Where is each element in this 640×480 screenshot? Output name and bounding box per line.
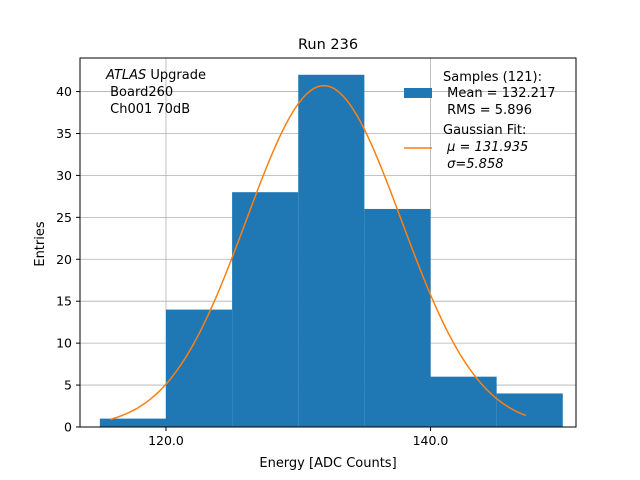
x-axis-label: Energy [ADC Counts] bbox=[259, 456, 396, 471]
histogram-bar bbox=[298, 74, 365, 427]
y-tick-label: 20 bbox=[56, 252, 72, 267]
y-tick-label: 40 bbox=[56, 84, 72, 99]
histogram-bar bbox=[165, 309, 233, 427]
legend-fit-sigma: σ=5.858 bbox=[443, 157, 503, 172]
y-axis-ticks: 0 5 10 15 20 25 30 35 40 bbox=[56, 84, 80, 435]
annotation-upgrade: Upgrade bbox=[146, 68, 206, 83]
histogram-bars bbox=[99, 74, 563, 427]
y-tick-label: 10 bbox=[56, 336, 72, 351]
legend-fit-mu: μ = 131.935 bbox=[443, 140, 528, 155]
y-tick-label: 0 bbox=[64, 420, 72, 435]
annotation-channel: Ch001 70dB bbox=[106, 102, 190, 117]
legend-samples-swatch bbox=[404, 88, 432, 98]
legend-samples-rms: RMS = 5.896 bbox=[443, 103, 532, 118]
x-tick-label: 140.0 bbox=[413, 433, 449, 448]
annotation-atlas: ATLAS bbox=[105, 68, 146, 83]
gaussian-fit-curve bbox=[110, 84, 527, 421]
y-tick-label: 25 bbox=[56, 210, 72, 225]
y-tick-label: 15 bbox=[56, 294, 72, 309]
gaussian-fit bbox=[110, 84, 527, 421]
legend-samples-label: Samples (121): bbox=[443, 70, 542, 85]
legend-samples-mean: Mean = 132.217 bbox=[443, 86, 555, 101]
y-tick-label: 5 bbox=[64, 378, 72, 393]
histogram-bar bbox=[364, 208, 431, 427]
annotation-board: Board260 bbox=[106, 85, 173, 100]
y-axis-label: Entries bbox=[33, 221, 48, 267]
x-tick-label: 120.0 bbox=[148, 433, 184, 448]
legend: Samples (121): Mean = 132.217 RMS = 5.89… bbox=[404, 70, 555, 172]
histogram-bar bbox=[99, 418, 166, 427]
y-tick-label: 35 bbox=[56, 126, 72, 141]
histogram-bar bbox=[496, 393, 563, 427]
y-tick-label: 30 bbox=[56, 168, 72, 183]
histogram-bar bbox=[430, 376, 497, 427]
atlas-annotation: ATLAS Upgrade Board260 Ch001 70dB bbox=[105, 68, 206, 117]
x-axis-ticks: 120.0 140.0 bbox=[148, 427, 448, 448]
annotation-line-1: ATLAS Upgrade bbox=[105, 68, 206, 83]
legend-fit-label: Gaussian Fit: bbox=[443, 123, 526, 138]
plot-frame bbox=[79, 57, 577, 428]
chart-title: Run 236 bbox=[298, 37, 358, 53]
histogram-bar bbox=[232, 192, 299, 427]
